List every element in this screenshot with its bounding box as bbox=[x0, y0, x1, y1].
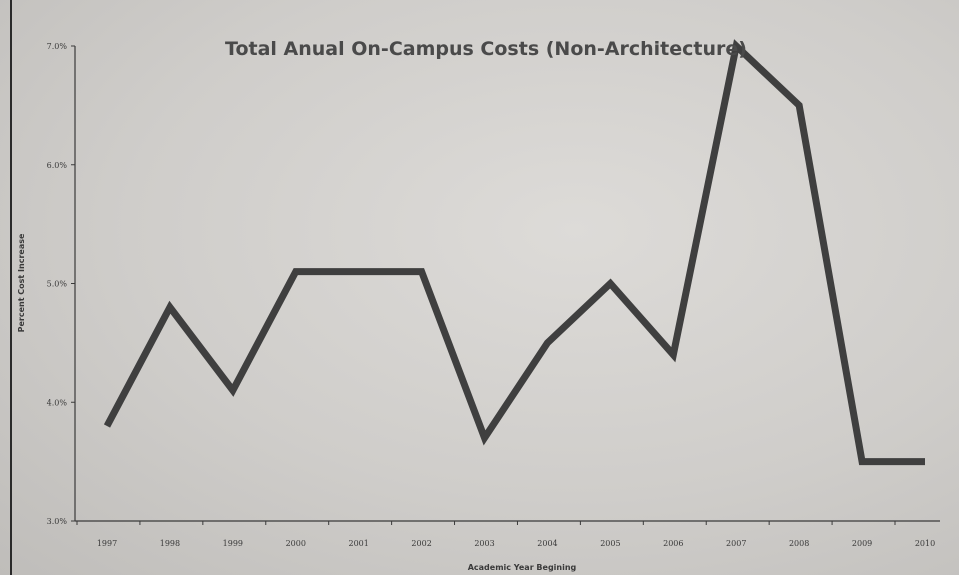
x-tick-label: 2008 bbox=[789, 539, 809, 548]
x-axis-label: Academic Year Begining bbox=[468, 563, 577, 572]
x-tick-label: 2000 bbox=[286, 539, 306, 548]
x-tick-label: 2009 bbox=[852, 539, 872, 548]
x-tick-label: 1999 bbox=[223, 539, 243, 548]
x-tick-label: 2007 bbox=[726, 539, 746, 548]
x-tick-label: 2002 bbox=[411, 539, 431, 548]
x-tick-label: 2001 bbox=[349, 539, 369, 548]
y-tick-label: 7.0% bbox=[47, 42, 68, 51]
series-line bbox=[103, 39, 925, 466]
x-tick-label: 1998 bbox=[160, 539, 180, 548]
y-tick-label: 3.0% bbox=[47, 517, 68, 526]
x-tick-label: 2003 bbox=[474, 539, 494, 548]
x-ticks: 1997 1998 1999 2000 2001 2002 2003 2004 2005 2006… bbox=[76, 521, 935, 548]
x-tick-label: 2005 bbox=[600, 539, 620, 548]
x-tick-label: 2004 bbox=[537, 539, 557, 548]
x-tick-label: 1997 bbox=[97, 539, 117, 548]
y-tick-label: 5.0% bbox=[47, 280, 68, 289]
x-tick-label: 2006 bbox=[663, 539, 683, 548]
chart-title: Total Anual On-Campus Costs (Non-Archite… bbox=[225, 38, 747, 60]
series-lines bbox=[103, 39, 925, 466]
y-tick-label: 6.0% bbox=[47, 161, 68, 170]
y-axis-label: Percent Cost Increase bbox=[17, 233, 26, 332]
x-tick-label: 2010 bbox=[915, 539, 935, 548]
y-ticks: 3.0% 4.0% 5.0% 6.0% 7.0% bbox=[47, 42, 75, 526]
y-tick-label: 4.0% bbox=[47, 398, 68, 407]
